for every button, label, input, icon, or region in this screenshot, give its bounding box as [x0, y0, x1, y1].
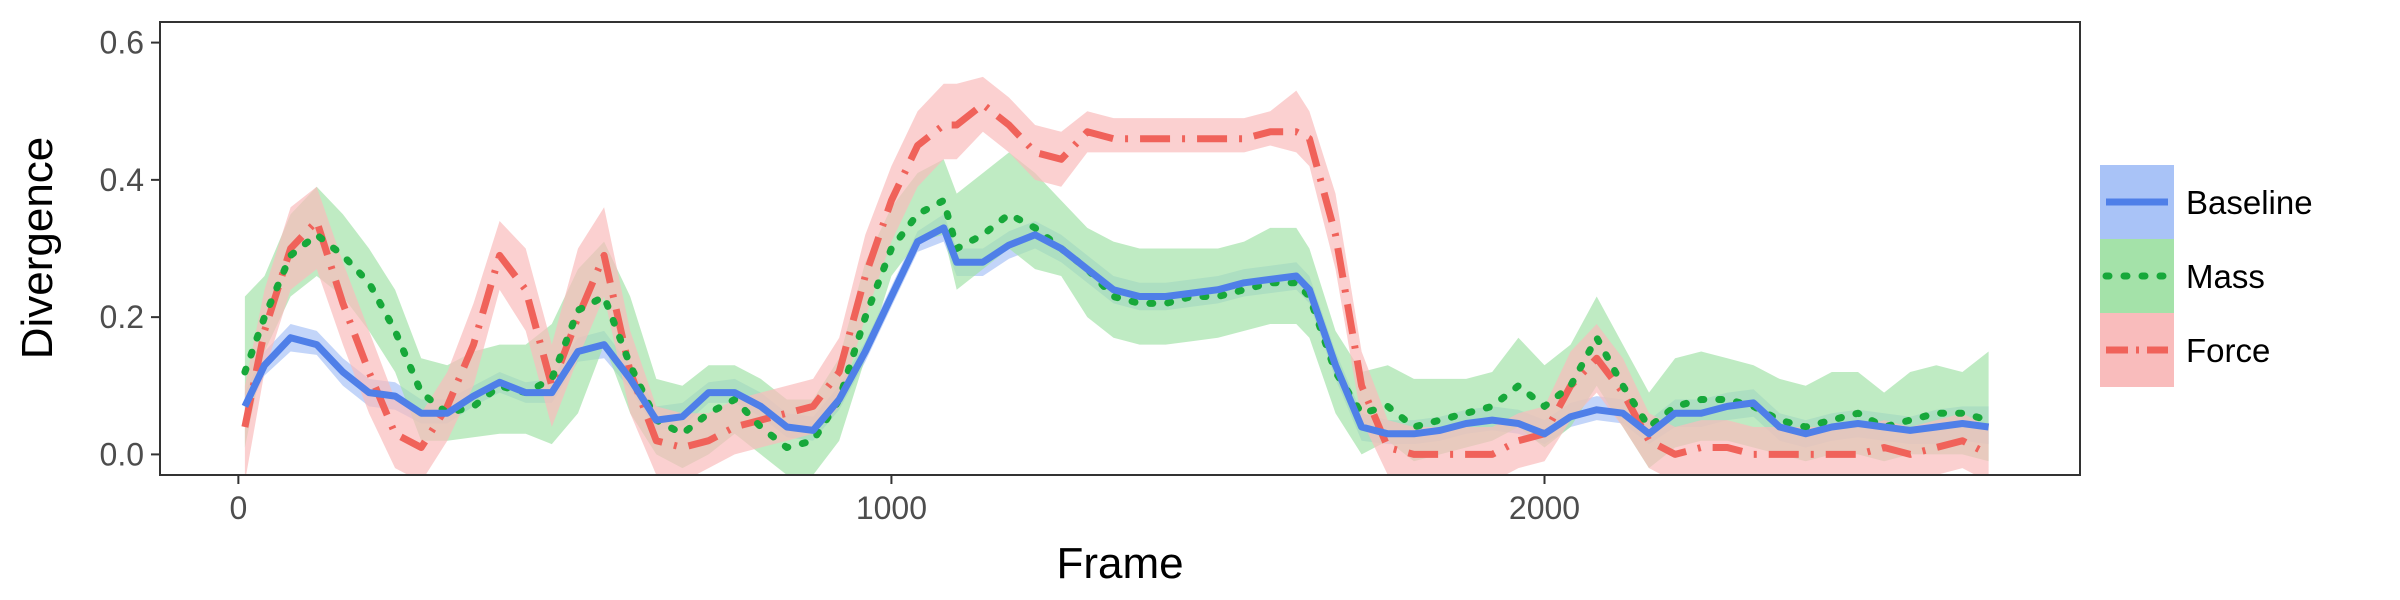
legend-label-force: Force — [2186, 332, 2270, 369]
series-line-baseline — [241, 224, 1990, 438]
x-tick-label: 2000 — [1509, 490, 1580, 526]
legend-label-mass: Mass — [2186, 258, 2265, 295]
y-tick-label: 0.2 — [100, 299, 144, 335]
series-lines — [241, 100, 1993, 458]
legend: Baseline Mass Force — [2100, 165, 2313, 387]
series-line-mass — [241, 197, 1993, 451]
y-tick-label: 0.6 — [100, 25, 144, 61]
series-line-force — [241, 100, 1991, 458]
x-axis: 0 1000 2000 — [229, 475, 1580, 526]
x-axis-title: Frame — [1056, 539, 1183, 588]
y-axis: 0.0 0.2 0.4 0.6 — [100, 25, 160, 472]
x-tick-label: 1000 — [856, 490, 927, 526]
legend-label-baseline: Baseline — [2186, 184, 2313, 221]
x-tick-label: 0 — [229, 490, 247, 526]
y-tick-label: 0.4 — [100, 162, 144, 198]
y-axis-title: Divergence — [13, 137, 62, 360]
y-tick-label: 0.0 — [100, 436, 144, 472]
plot-panel-border — [159, 21, 2081, 476]
